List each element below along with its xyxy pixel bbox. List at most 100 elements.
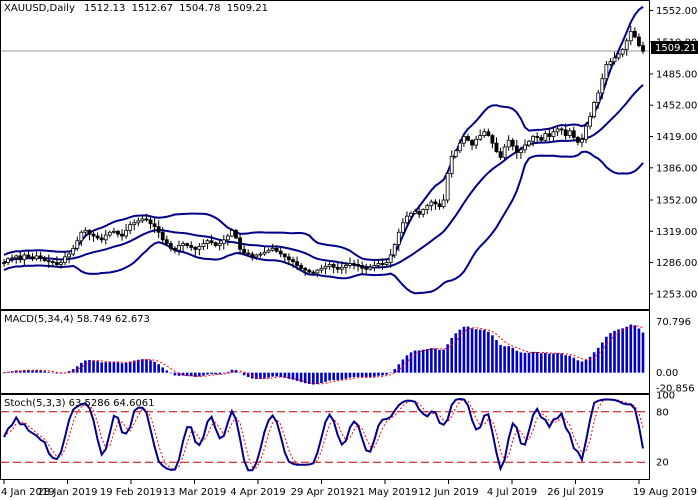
- macd-bar: [389, 372, 392, 374]
- candle: [396, 228, 401, 252]
- macd-bar: [584, 359, 588, 373]
- y-tick-label: 1452.00: [656, 101, 697, 112]
- candle: [356, 259, 360, 272]
- symbol-label: XAUUSD,Daily: [4, 3, 75, 14]
- macd-bar: [202, 372, 205, 376]
- candle: [83, 227, 88, 236]
- macd-bar: [47, 371, 51, 373]
- candle: [527, 139, 531, 148]
- macd-bar: [360, 372, 364, 378]
- candle: [307, 268, 312, 274]
- macd-bar: [596, 347, 600, 373]
- macd-bar: [629, 324, 633, 373]
- macd-bar: [438, 349, 441, 373]
- macd-bar: [157, 364, 160, 373]
- candle: [555, 126, 560, 137]
- macd-bar: [112, 361, 116, 373]
- macd-bar: [210, 372, 213, 375]
- macd-bar: [185, 372, 189, 376]
- candle: [50, 259, 55, 267]
- macd-bar: [413, 350, 417, 373]
- x-tick-label: 19 Feb 2019: [100, 487, 162, 498]
- macd-bar: [633, 325, 637, 373]
- macd-bar: [523, 352, 527, 373]
- candle: [217, 238, 222, 251]
- macd-bar: [96, 361, 99, 373]
- macd-bar: [356, 372, 360, 377]
- x-tick-label: 21 May 2019: [352, 487, 417, 498]
- x-tick-label: 26 Jul 2019: [547, 487, 604, 498]
- macd-bar: [18, 370, 22, 373]
- candle: [30, 253, 35, 262]
- macd-bar: [124, 362, 128, 373]
- candle: [478, 129, 483, 141]
- macd-bar: [39, 370, 42, 373]
- candle: [343, 261, 348, 274]
- macd-bar: [344, 372, 348, 379]
- macd-bar: [181, 372, 185, 376]
- macd-bar: [71, 369, 75, 373]
- macd-bar: [35, 370, 38, 373]
- candle: [59, 259, 63, 269]
- candle: [42, 255, 47, 262]
- price-plot: [1, 5, 649, 295]
- macd-bar: [55, 372, 59, 374]
- close-value: 1509.21: [227, 3, 268, 14]
- candle: [531, 134, 536, 147]
- macd-bar: [132, 360, 136, 373]
- candle: [205, 239, 210, 250]
- x-tick-label: 29 Apr 2019: [291, 487, 353, 498]
- candle: [128, 221, 133, 235]
- candle: [193, 245, 198, 256]
- macd-bar: [88, 360, 91, 373]
- macd-bar: [580, 361, 584, 373]
- candle: [209, 234, 214, 246]
- candle: [348, 257, 352, 269]
- stoch-tick-label: 80: [656, 407, 669, 418]
- candle: [87, 228, 92, 241]
- candle: [181, 241, 185, 252]
- candle: [270, 243, 275, 252]
- macd-bar: [193, 372, 197, 377]
- macd-bar: [303, 372, 307, 384]
- macd-bar: [116, 362, 120, 373]
- candle: [474, 135, 479, 150]
- macd-bar: [120, 363, 124, 373]
- candle: [124, 223, 129, 239]
- candle: [580, 133, 584, 148]
- macd-bar: [320, 372, 323, 384]
- candle: [466, 133, 470, 142]
- macd-bar: [100, 362, 103, 373]
- current-price-badge: [651, 41, 698, 54]
- candle: [421, 208, 426, 218]
- macd-bar: [141, 359, 144, 373]
- macd-bar: [108, 361, 112, 373]
- candle: [189, 241, 194, 251]
- bb-lower-line: [3, 150, 644, 295]
- y-tick-label: 1552.00: [656, 6, 697, 17]
- candle: [95, 232, 100, 241]
- candle: [18, 251, 23, 264]
- macd-bar: [617, 329, 620, 373]
- y-tick-label: 1419.00: [656, 132, 697, 143]
- macd-bar: [369, 372, 372, 378]
- x-tick-label: 28 Jan 2019: [38, 487, 98, 498]
- macd-bar: [556, 353, 559, 373]
- macd-bar: [572, 357, 576, 373]
- macd-bar: [316, 372, 319, 384]
- macd-bar: [425, 348, 429, 373]
- candle: [462, 133, 466, 148]
- macd-bar: [23, 369, 26, 373]
- macd-bar: [417, 350, 421, 373]
- candle: [567, 127, 572, 139]
- macd-bar: [153, 361, 156, 373]
- y-tick-label: 1319.00: [656, 227, 697, 238]
- candle: [620, 48, 625, 58]
- candle: [445, 170, 450, 204]
- macd-bar: [189, 372, 193, 377]
- current-price-label: 1509.21: [655, 43, 696, 54]
- candle: [282, 253, 287, 263]
- macd-bar: [499, 344, 502, 373]
- candle: [352, 259, 356, 270]
